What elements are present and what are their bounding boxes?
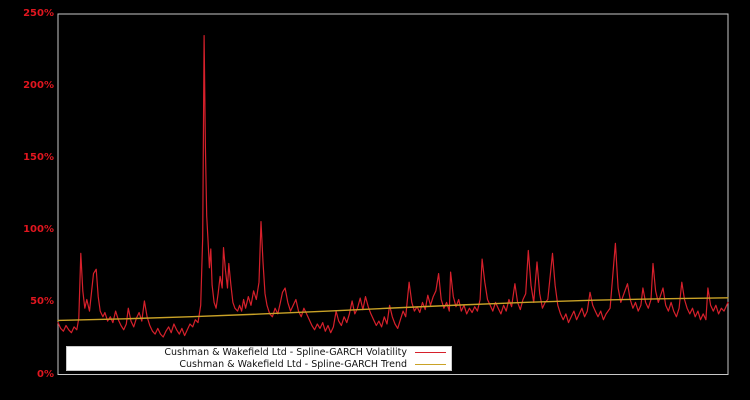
volatility-line — [57, 34, 729, 338]
y-tick-label-250: 250% — [23, 8, 54, 19]
legend-line-sample-trend — [415, 363, 446, 365]
legend-label-volatility: Cushman & Wakefield Ltd - Spline-GARCH V… — [164, 347, 407, 359]
trend-line — [57, 297, 729, 322]
legend-item-trend: Cushman & Wakefield Ltd - Spline-GARCH T… — [67, 359, 451, 370]
y-tick-label-200: 200% — [23, 80, 54, 92]
legend-line-sample-volatility — [415, 352, 446, 354]
legend-label-trend: Cushman & Wakefield Ltd - Spline-GARCH T… — [179, 358, 407, 370]
legend-item-volatility: Cushman & Wakefield Ltd - Spline-GARCH V… — [67, 347, 451, 358]
plot-area-border — [57, 13, 729, 375]
y-tick-label-50: 50% — [30, 296, 54, 308]
legend: Cushman & Wakefield Ltd - Spline-GARCH V… — [66, 346, 452, 371]
y-tick-label-150: 150% — [23, 152, 54, 164]
y-tick-label-100: 100% — [23, 224, 54, 236]
y-tick-label-0: 0% — [37, 368, 54, 380]
